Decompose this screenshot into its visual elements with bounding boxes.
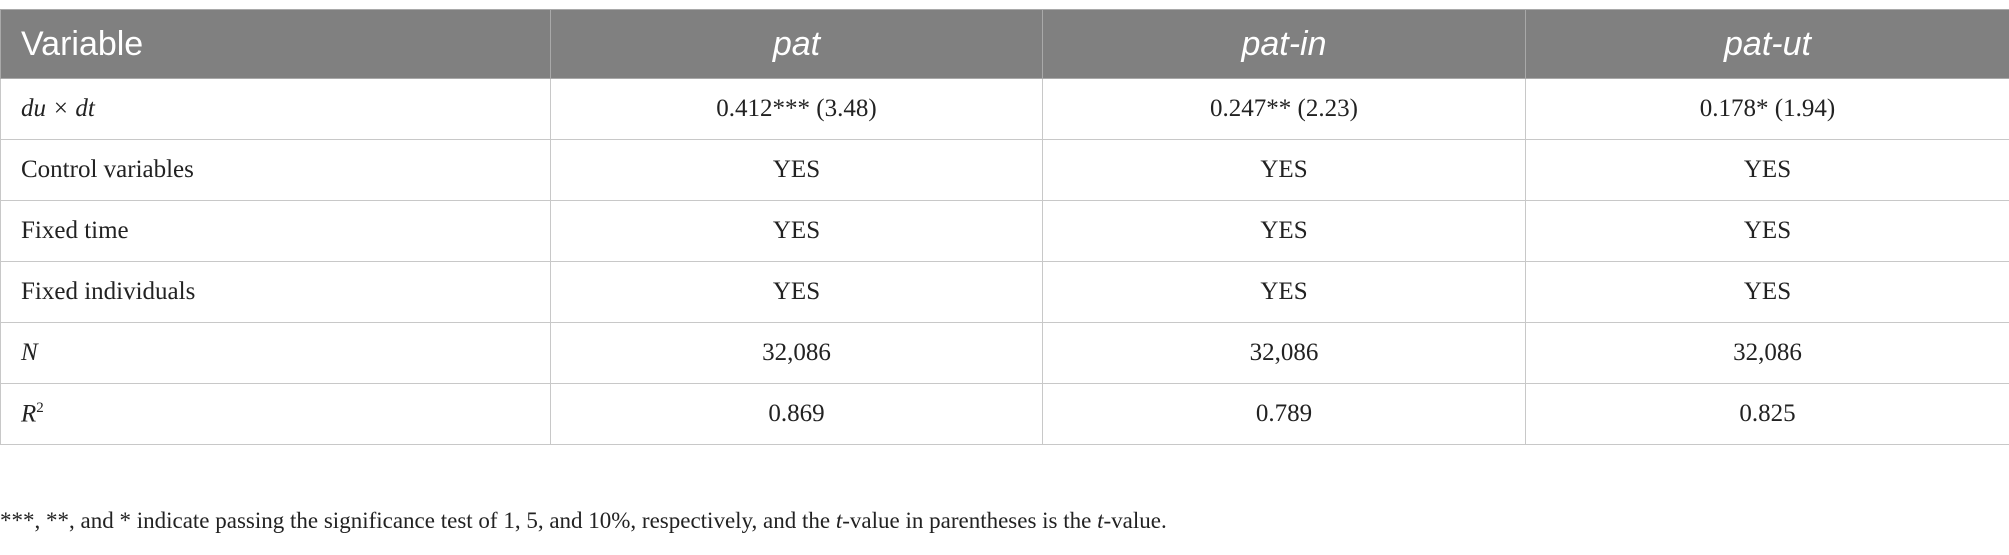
table-row: N 32,086 32,086 32,086: [0, 322, 2009, 384]
table-cell: YES: [1042, 139, 1526, 201]
footnote-part: -value.: [1103, 508, 1167, 533]
table-cell: YES: [1042, 200, 1526, 262]
table-cell: YES: [1525, 139, 2009, 201]
row-label-text: Fixed individuals: [21, 278, 196, 305]
table-cell: YES: [550, 261, 1043, 323]
header-cell: pat-ut: [1525, 9, 2009, 79]
row-label: R2: [0, 383, 551, 445]
table-row: Fixed individuals YES YES YES: [0, 261, 2009, 323]
footnote-part: -value in parentheses is the: [842, 508, 1098, 533]
table-body: du × dt 0.412*** (3.48) 0.247** (2.23) 0.17…: [0, 78, 2009, 445]
header-cell: Variable: [0, 9, 551, 79]
row-label: Fixed time: [0, 200, 551, 262]
table-cell: 0.789: [1042, 383, 1526, 445]
superscript: 2: [36, 399, 44, 416]
table-cell: 0.869: [550, 383, 1043, 445]
footnote-part: t: [835, 508, 843, 533]
table-cell: YES: [550, 200, 1043, 262]
header-cell: pat: [550, 9, 1043, 79]
table-cell: 32,086: [1525, 322, 2009, 384]
table-cell: 32,086: [1042, 322, 1526, 384]
table-cell: YES: [550, 139, 1043, 201]
footnote: ***, **, and * indicate passing the sign…: [0, 508, 1167, 534]
row-label: N: [0, 322, 551, 384]
footnote-part: ***, **, and * indicate passing the sign…: [0, 508, 836, 533]
row-label: Fixed individuals: [0, 261, 551, 323]
row-label-text: du × dt: [21, 95, 95, 122]
table-cell: 0.178* (1.94): [1525, 78, 2009, 140]
row-label-text: R: [21, 400, 37, 428]
table-cell: YES: [1525, 200, 2009, 262]
results-table: Variable pat pat-in pat-ut du × dt 0.412*…: [0, 9, 2009, 445]
table-cell: 32,086: [550, 322, 1043, 384]
row-label-text: Fixed time: [21, 217, 129, 244]
table-row: Control variables YES YES YES: [0, 139, 2009, 201]
row-label-text: N: [21, 339, 38, 366]
table-row: R2 0.869 0.789 0.825: [0, 383, 2009, 445]
footnote-part: t: [1097, 508, 1104, 533]
table-cell: YES: [1042, 261, 1526, 323]
row-label-text: Control variables: [21, 156, 194, 183]
table-cell: 0.825: [1525, 383, 2009, 445]
row-label: du × dt: [0, 78, 551, 140]
table-cell: YES: [1525, 261, 2009, 323]
table-row: Fixed time YES YES YES: [0, 200, 2009, 262]
header-cell: pat-in: [1042, 9, 1526, 79]
table-cell: 0.247** (2.23): [1042, 78, 1526, 140]
header-row: Variable pat pat-in pat-ut: [0, 9, 2009, 79]
table-row: du × dt 0.412*** (3.48) 0.247** (2.23) 0.17…: [0, 78, 2009, 140]
table-cell: 0.412*** (3.48): [550, 78, 1043, 140]
row-label: Control variables: [0, 139, 551, 201]
